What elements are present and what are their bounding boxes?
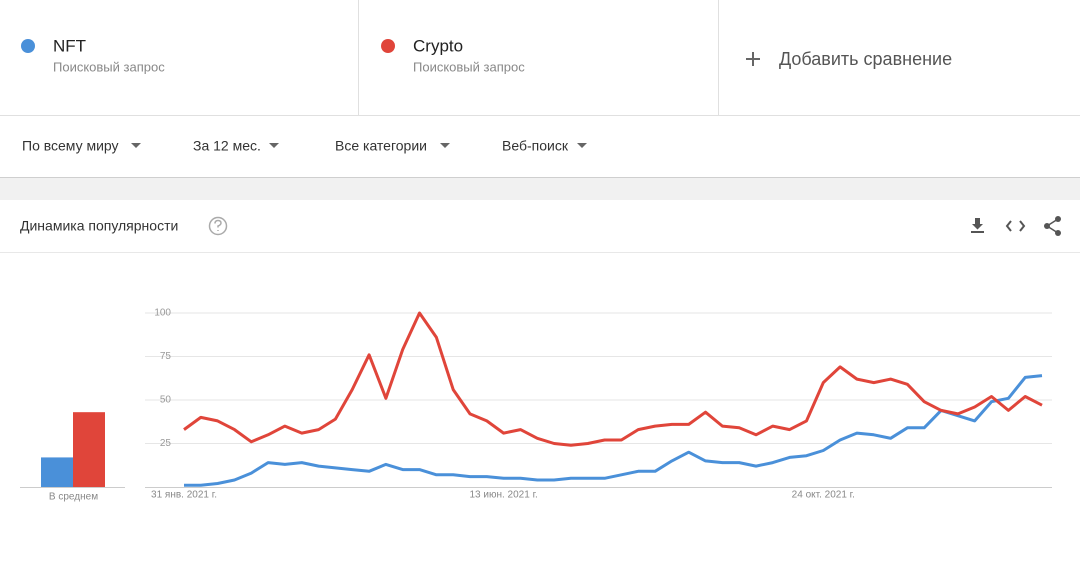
term-name[interactable]: NFT — [53, 36, 86, 55]
term-name[interactable]: Crypto — [413, 36, 463, 55]
dropdown-arrow[interactable] — [131, 143, 141, 148]
share-icon[interactable] — [1044, 216, 1061, 236]
add-compare[interactable]: Добавить сравнение — [779, 49, 952, 69]
average-bar — [41, 457, 73, 487]
help-icon[interactable] — [208, 216, 228, 236]
x-tick-label: 31 янв. 2021 г. — [151, 490, 217, 501]
plus-icon[interactable] — [746, 52, 760, 66]
embed-icon[interactable] — [1005, 220, 1026, 232]
term-dot — [381, 39, 395, 53]
trend-line — [183, 311, 1043, 447]
term-dot — [21, 39, 35, 53]
filter-bar: По всему миру За 12 мес. Все категории В… — [22, 138, 587, 154]
y-tick-label: 50 — [160, 395, 172, 406]
term-subtitle: Поисковый запрос — [53, 59, 165, 74]
x-tick-label: 24 окт. 2021 г. — [792, 490, 855, 501]
card-title: Динамика популярности — [20, 218, 178, 234]
y-tick-label: 25 — [160, 438, 172, 449]
filter[interactable]: По всему миру — [22, 138, 119, 154]
separator-band — [0, 177, 1080, 200]
help-glyph — [214, 219, 222, 231]
download-icon[interactable] — [971, 218, 984, 233]
dropdown-arrow[interactable] — [577, 143, 587, 148]
y-tick-label: 100 — [154, 308, 171, 319]
y-tick-label: 75 — [160, 351, 172, 362]
dropdown-arrow[interactable] — [269, 143, 279, 148]
term-subtitle: Поисковый запрос — [413, 59, 525, 74]
dropdown-arrow[interactable] — [440, 143, 450, 148]
x-tick-label: 13 июн. 2021 г. — [469, 490, 537, 501]
average-bar — [73, 412, 105, 487]
filter[interactable]: Веб-поиск — [502, 138, 569, 154]
x-tick-label: В среднем — [49, 492, 98, 503]
trend-line — [184, 374, 1043, 487]
filter[interactable]: За 12 мес. — [193, 138, 261, 154]
filter[interactable]: Все категории — [335, 138, 427, 154]
